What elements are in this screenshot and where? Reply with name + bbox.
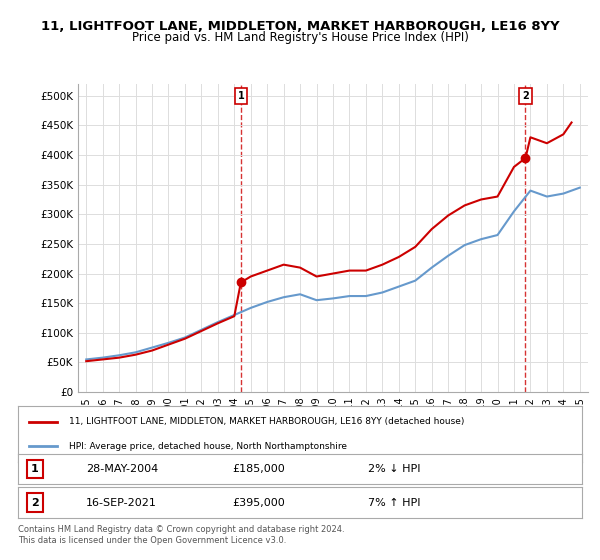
Text: Price paid vs. HM Land Registry's House Price Index (HPI): Price paid vs. HM Land Registry's House … <box>131 31 469 44</box>
Text: 28-MAY-2004: 28-MAY-2004 <box>86 464 158 474</box>
Text: 16-SEP-2021: 16-SEP-2021 <box>86 498 157 507</box>
Text: 11, LIGHTFOOT LANE, MIDDLETON, MARKET HARBOROUGH, LE16 8YY: 11, LIGHTFOOT LANE, MIDDLETON, MARKET HA… <box>41 20 559 32</box>
Text: 2% ↓ HPI: 2% ↓ HPI <box>368 464 420 474</box>
Text: 1: 1 <box>31 464 39 474</box>
Text: 2: 2 <box>522 91 529 101</box>
Text: Contains HM Land Registry data © Crown copyright and database right 2024.
This d: Contains HM Land Registry data © Crown c… <box>18 525 344 545</box>
Text: 11, LIGHTFOOT LANE, MIDDLETON, MARKET HARBOROUGH, LE16 8YY (detached house): 11, LIGHTFOOT LANE, MIDDLETON, MARKET HA… <box>69 417 464 426</box>
Text: £185,000: £185,000 <box>232 464 285 474</box>
Text: HPI: Average price, detached house, North Northamptonshire: HPI: Average price, detached house, Nort… <box>69 442 347 451</box>
Text: 1: 1 <box>238 91 244 101</box>
Text: 7% ↑ HPI: 7% ↑ HPI <box>368 498 420 507</box>
Text: 2: 2 <box>31 498 39 507</box>
Text: £395,000: £395,000 <box>232 498 285 507</box>
